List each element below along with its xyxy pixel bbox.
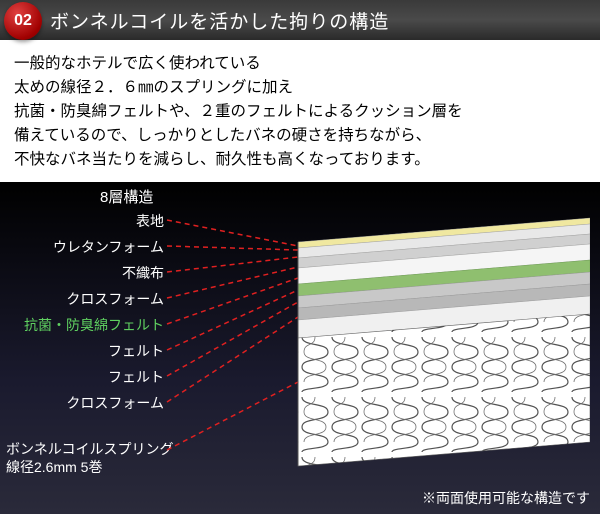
cross-section-illustration xyxy=(270,212,590,482)
description-block: 一般的なホテルで広く使われている 太めの線径２．６㎜のスプリングに加え 抗菌・防… xyxy=(0,40,600,182)
number-badge: 02 xyxy=(4,2,42,40)
diagram-panel: 8層構造 表地 ウレタンフォーム 不織布 クロスフォーム 抗菌・防臭綿フェルト … xyxy=(0,182,600,514)
body-line: 一般的なホテルで広く使われている xyxy=(14,52,586,76)
header-title: ボンネルコイルを活かした拘りの構造 xyxy=(50,7,389,34)
body-line: 不快なバネ当たりを減らし、耐久性も高くなっております。 xyxy=(14,148,586,172)
badge-number: 02 xyxy=(14,12,32,30)
header-bar: 02 ボンネルコイルを活かした拘りの構造 xyxy=(0,0,600,40)
body-line: 太めの線径２．６㎜のスプリングに加え xyxy=(14,76,586,100)
body-line: 抗菌・防臭綿フェルトや、２重のフェルトによるクッション層を xyxy=(14,100,586,124)
body-line: 備えているので、しっかりとしたバネの硬さを持ちながら、 xyxy=(14,124,586,148)
